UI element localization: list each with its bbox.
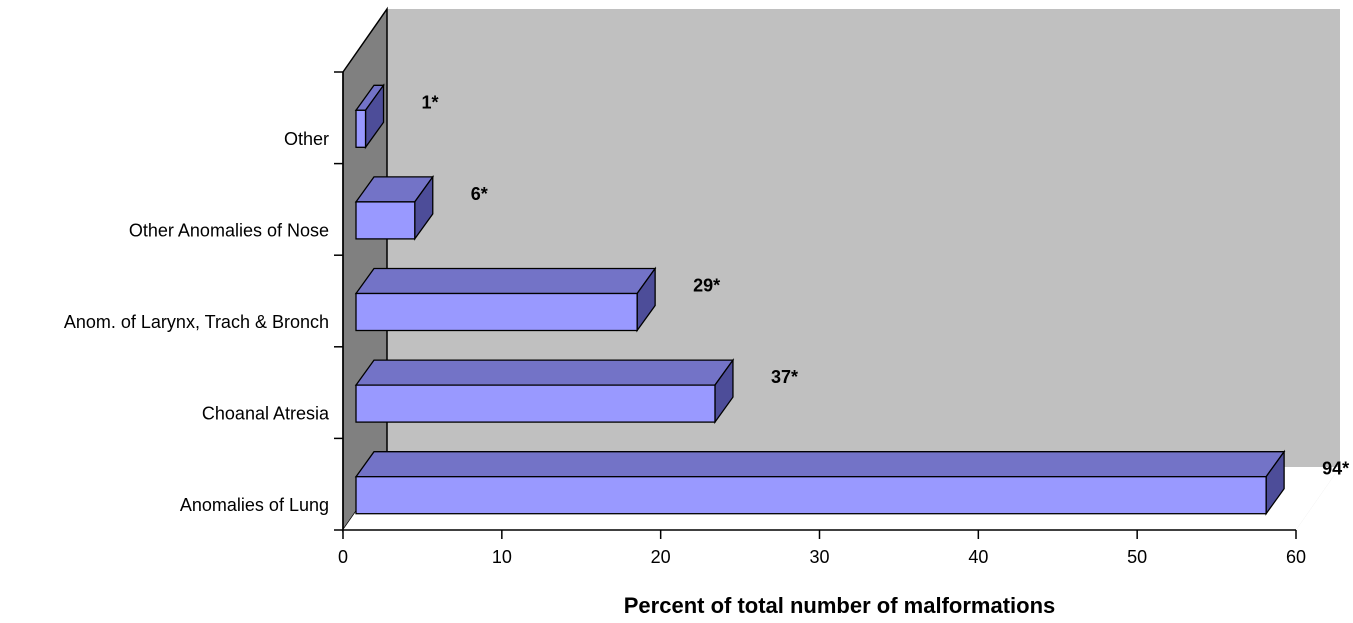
x-tick-label: 60 [1286, 547, 1306, 567]
category-label: Other [284, 129, 329, 149]
bar-front-face [355, 109, 367, 148]
bar-front-face [355, 384, 716, 423]
bar-front-face [355, 201, 416, 240]
bar-top-face [354, 359, 735, 386]
bar-choanal-atresia [354, 358, 735, 425]
x-tick-label: 30 [809, 547, 829, 567]
x-tick-label: 40 [968, 547, 988, 567]
data-label: 1* [422, 92, 439, 112]
data-label: 29* [693, 276, 720, 296]
bar-top-face [354, 267, 657, 295]
category-label: Other Anomalies of Nose [129, 220, 329, 240]
category-label: Anom. of Larynx, Trach & Bronch [64, 312, 329, 332]
bar-front-face [355, 476, 1267, 515]
x-tick-label: 50 [1127, 547, 1147, 567]
labels: Anomalies of Lung 94* Choanal Atresia 37* An… [64, 92, 1349, 515]
bar-top-face [354, 451, 1286, 478]
category-label: Choanal Atresia [202, 404, 330, 424]
category-label: Anomalies of Lung [180, 495, 329, 515]
x-axis-title: Percent of total number of malformations [624, 593, 1056, 618]
bar-anom-of-larynx-trach-bronch [354, 266, 657, 333]
bar-anomalies-of-lung [354, 449, 1286, 516]
x-tick-label: 10 [492, 547, 512, 567]
x-tick-label: 20 [651, 547, 671, 567]
bars [354, 83, 1286, 516]
bar-other-anomalies-of-nose [354, 174, 435, 241]
data-label: 6* [471, 184, 488, 204]
bar-other [354, 83, 385, 150]
data-label: 37* [771, 367, 798, 387]
bar-front-face [355, 292, 638, 332]
x-tick-label: 0 [338, 547, 348, 567]
data-label: 94* [1322, 459, 1349, 479]
